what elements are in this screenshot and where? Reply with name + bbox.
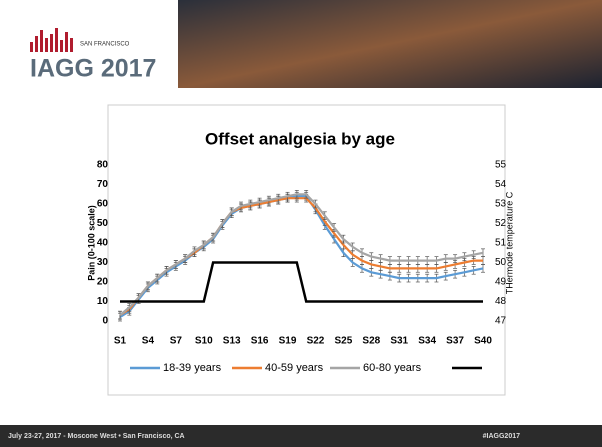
x-tick-label: S25 xyxy=(334,336,352,347)
chart-title: Offset analgesia by age xyxy=(205,129,395,148)
x-tick-label: S16 xyxy=(251,336,269,347)
error-bar xyxy=(481,248,485,257)
x-tick-label: S1 xyxy=(114,336,127,347)
legend-label: 60-80 years xyxy=(363,362,422,374)
y2-tick-label: 51 xyxy=(495,238,507,249)
x-tick-label: S10 xyxy=(195,336,213,347)
logo-bars xyxy=(30,28,73,52)
y2-tick-label: 53 xyxy=(495,199,507,210)
y-tick-label: 70 xyxy=(97,179,109,190)
footer-right: #IAGG2017 xyxy=(483,433,520,440)
x-tick-label: S28 xyxy=(362,336,380,347)
y-tick-label: 80 xyxy=(97,160,109,171)
x-tick-label: S13 xyxy=(223,336,241,347)
x-tick-label: S31 xyxy=(390,336,408,347)
x-tick-label: S4 xyxy=(142,336,155,347)
y2-tick-label: 47 xyxy=(495,316,507,327)
chart-frame xyxy=(107,104,506,396)
y-tick-label: 60 xyxy=(97,199,109,210)
y2-tick-label: 55 xyxy=(495,160,507,171)
legend-label: 18-39 years xyxy=(163,362,222,374)
y-axis-label: Pain (0-100 scale) xyxy=(86,205,96,281)
x-tick-label: S7 xyxy=(170,336,183,347)
y2-tick-label: 48 xyxy=(495,296,507,307)
footer-bar xyxy=(0,425,602,447)
x-tick-label: S34 xyxy=(418,336,436,347)
y-tick-label: 20 xyxy=(97,277,109,288)
y2-tick-label: 54 xyxy=(495,179,507,190)
footer-left: July 23-27, 2017 - Moscone West • San Fr… xyxy=(8,433,185,440)
logo-text: IAGG 2017 xyxy=(30,55,156,83)
series-line xyxy=(119,193,484,316)
error-bar xyxy=(118,310,122,320)
header-photo xyxy=(178,0,602,88)
y2-tick-label: 52 xyxy=(495,218,507,229)
y2-axis-label: THermode temperature C xyxy=(504,191,514,294)
legend-label: 40-59 years xyxy=(265,362,324,374)
x-tick-label: S22 xyxy=(307,336,325,347)
y-tick-label: 40 xyxy=(97,238,109,249)
y-tick-label: 0 xyxy=(102,316,108,327)
x-tick-label: S19 xyxy=(279,336,297,347)
y-tick-label: 50 xyxy=(97,218,109,229)
x-tick-label: S40 xyxy=(474,336,492,347)
y2-tick-label: 49 xyxy=(495,277,507,288)
series-line xyxy=(119,195,484,319)
x-tick-label: S37 xyxy=(446,336,464,347)
y-tick-label: 10 xyxy=(97,296,109,307)
y-tick-label: 30 xyxy=(97,257,109,268)
logo-city: SAN FRANCISCO xyxy=(80,42,130,48)
y2-tick-label: 50 xyxy=(495,257,507,268)
series-line xyxy=(120,261,483,303)
